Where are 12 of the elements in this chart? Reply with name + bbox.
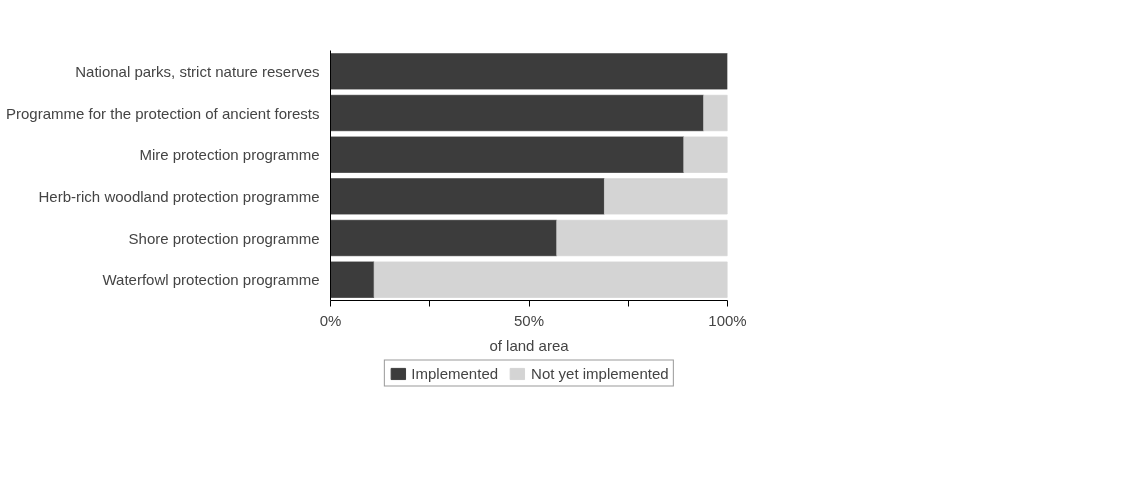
y-tick-label: Waterfowl protection programme — [102, 271, 320, 289]
y-tick-label: Programme for the protection of ancient forests — [6, 104, 320, 122]
legend-label: Implemented — [411, 364, 499, 382]
x-axis-title: of land area — [489, 336, 570, 354]
y-tick-label: National parks, strict nature reserves — [75, 62, 320, 80]
x-tick-label: 0% — [319, 311, 342, 329]
y-tick-label: Herb-rich woodland protection programme — [38, 187, 320, 205]
x-tick-label: 100% — [708, 311, 747, 329]
y-tick-label: Mire protection programme — [139, 146, 320, 164]
y-tick-label: Shore protection programme — [128, 229, 320, 247]
legend-label: Not yet implemented — [531, 364, 669, 382]
x-tick-label: 50% — [513, 311, 545, 329]
